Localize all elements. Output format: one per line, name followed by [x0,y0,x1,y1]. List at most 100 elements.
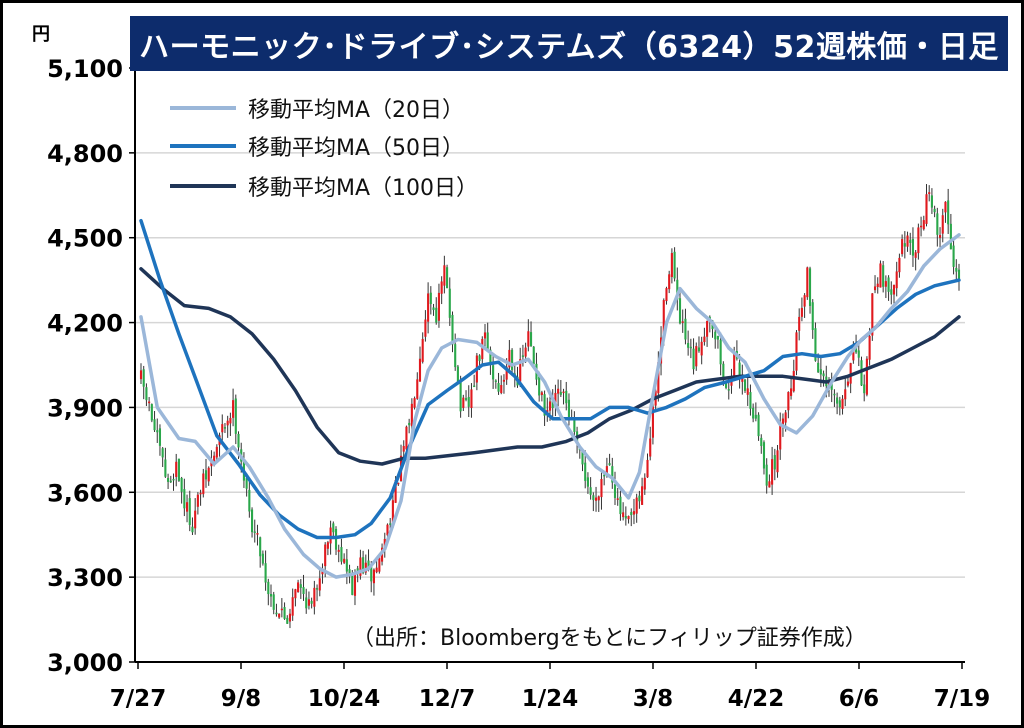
legend-item-ma50: 移動平均MA（50日） [170,131,464,161]
candle-down [819,369,822,375]
y-tick-label: 4,200 [47,310,123,338]
candle-up [405,426,408,450]
candle-up [213,455,216,464]
candle-up [906,235,909,247]
candle-up [394,479,397,503]
y-axis-unit: 円 [32,24,50,45]
candle-up [600,478,603,498]
candle-up [768,481,771,488]
candle-down [754,414,757,419]
ma20-line [139,233,961,579]
candle-up [892,284,896,295]
candle-down [949,223,952,250]
candle-down [473,385,476,388]
candle-up [779,422,782,450]
candle-down [719,339,722,365]
candle-up [232,400,235,418]
candle-up [375,567,378,573]
candle-down [684,318,687,340]
candle-down [911,238,915,256]
candle-down [316,588,319,590]
candle-up [806,267,809,298]
candle-up [844,389,847,400]
candle-down [887,277,890,292]
candle-up [364,562,367,573]
candle-up [925,194,928,224]
candle-up [787,392,790,411]
candle-up [792,370,795,392]
candle-down [586,477,589,487]
candle-up [557,388,560,394]
candle-up [781,418,784,426]
candle-up [641,486,644,505]
candle-up [871,293,874,336]
candle-up [508,349,511,368]
candle-down [573,417,576,432]
candle-down [687,342,690,348]
candle-up [199,492,202,495]
candle-down [348,569,351,576]
candle-up [562,391,565,394]
candle-down [302,587,305,595]
candle-down [882,265,885,287]
candle-up [554,392,557,407]
candle-up [148,401,151,404]
legend-swatch-ma20 [170,106,236,110]
candle-down [345,559,348,572]
candle-up [646,459,649,478]
candle-down [773,455,776,470]
candle-up [795,332,798,371]
candle-up [681,321,684,323]
candle-down [822,373,825,377]
candle-down [603,474,606,477]
candle-up [703,336,706,343]
candle-up [548,401,552,411]
candle-down [464,398,468,400]
candle-up [665,288,668,302]
candle-down [860,360,863,386]
legend-label-ma50: 移動平均MA（50日） [248,136,465,161]
legend-swatch-ma100 [170,184,236,188]
candle-up [505,366,508,380]
candle-down [738,362,741,378]
candle-up [500,385,503,393]
candle-up [229,417,232,424]
candle-up [278,613,281,618]
candle-down [543,394,546,416]
candle-down [808,268,812,306]
candle-up [846,381,850,386]
candle-down [581,450,584,465]
candle-down [435,307,438,323]
candle-down [716,335,719,340]
candle-up [139,370,143,380]
candle-down [749,392,752,409]
candle-down [890,289,893,295]
candle-down [551,399,554,409]
candle-down [283,607,286,619]
candle-up [413,398,416,408]
candle-up [443,265,446,286]
y-tick-label: 3,300 [47,564,123,592]
candle-up [481,339,484,360]
candle-down [814,328,817,361]
candle-up [803,295,806,307]
candle-up [597,496,600,501]
candle-up [313,587,316,607]
candle-down [153,419,156,431]
candle-up [662,300,665,340]
candle-down [456,366,459,383]
candle-up [372,569,375,584]
candle-up [594,497,598,501]
candle-up [318,578,321,591]
candle-up [256,533,259,535]
candle-up [865,358,868,395]
candle-up [391,500,394,528]
candle-down [678,298,682,324]
candle-up [741,376,744,382]
candle-down [624,515,627,519]
candle-up [424,319,427,337]
candle-up [440,281,443,294]
candle-up [207,467,210,482]
legend-item-ma100: 移動平均MA（100日） [170,171,478,201]
candle-up [668,274,671,290]
